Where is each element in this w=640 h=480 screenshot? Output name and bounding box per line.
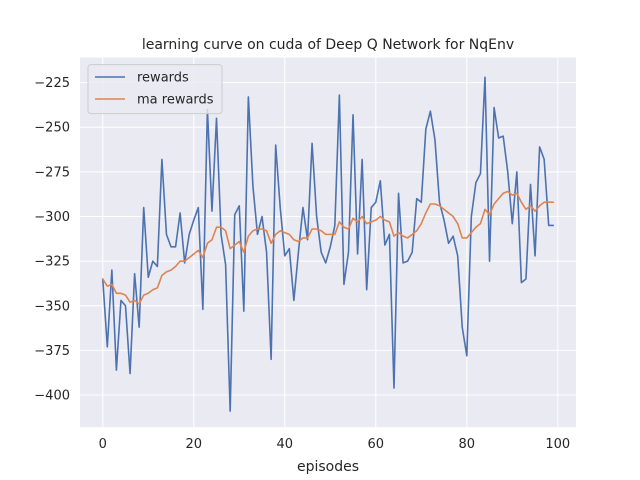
- y-tick-label: −300: [34, 210, 70, 225]
- grid: [80, 57, 576, 428]
- legend-label-ma-rewards: ma rewards: [137, 93, 214, 108]
- series-line-ma-rewards: [101, 190, 555, 305]
- legend-label-rewards: rewards: [137, 71, 189, 86]
- x-tick-label: 0: [99, 437, 107, 452]
- y-tick-label: −250: [34, 121, 70, 136]
- series-lines: [101, 76, 555, 412]
- y-tick-label: −225: [34, 76, 70, 91]
- x-tick-label: 100: [545, 437, 570, 452]
- y-tick-label: −375: [34, 344, 70, 359]
- y-tick-label: −400: [34, 389, 70, 404]
- x-axis-label: episodes: [297, 459, 359, 475]
- x-tick-label: 20: [185, 437, 202, 452]
- x-tick-label: 60: [368, 437, 385, 452]
- x-tick-label: 40: [276, 437, 293, 452]
- y-tick-label: −275: [34, 165, 70, 180]
- legend: rewards ma rewards: [87, 64, 223, 115]
- series-line-rewards: [101, 76, 555, 412]
- y-tick-label: −350: [34, 299, 70, 314]
- x-tick-label: 80: [459, 437, 476, 452]
- tick-labels: 0 20 40 60 80 100 −400 −375 −350 −325 −300 −275 −250…: [34, 76, 570, 452]
- y-tick-label: −325: [34, 255, 70, 270]
- chart-title: learning curve on cuda of Deep Q Network…: [142, 37, 514, 53]
